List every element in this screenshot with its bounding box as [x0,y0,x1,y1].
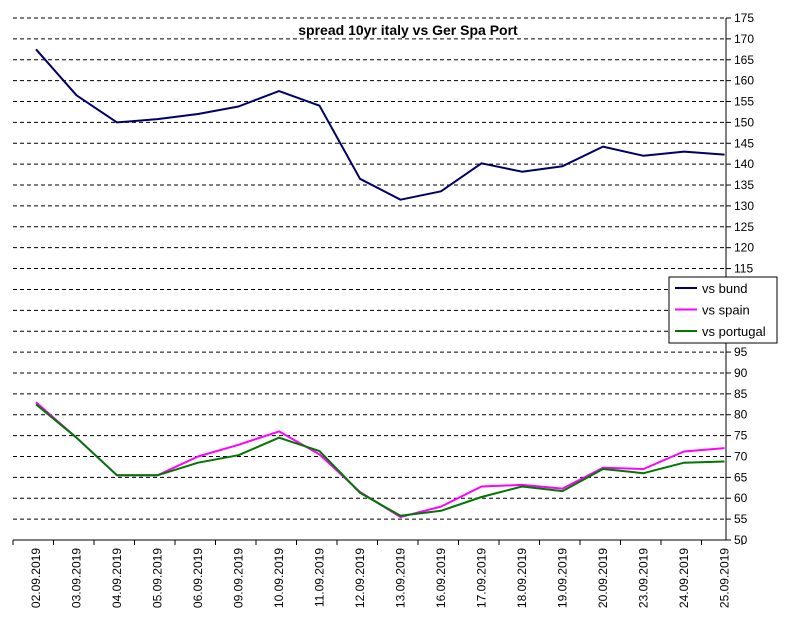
x-tick-label: 03.09.2019 [70,548,84,608]
y-tick-label: 140 [734,157,754,171]
x-tick-label: 16.09.2019 [434,548,448,608]
series-line-vs-bund [35,48,725,201]
chart-title: spread 10yr italy vs Ger Spa Port [298,22,518,38]
x-tick-label: 04.09.2019 [110,548,124,608]
y-tick-label: 135 [734,178,754,192]
y-tick-label: 115 [734,262,753,276]
y-tick-label: 70 [734,449,748,463]
y-tick-label: 125 [734,220,754,234]
series-lines [35,48,725,518]
y-tick-label: 130 [734,199,754,213]
axes: 5055606570758085909510010511011512012513… [12,11,754,608]
x-tick-label: 11.09.2019 [313,548,327,607]
x-tick-label: 18.09.2019 [515,548,529,608]
legend-label: vs bund [702,281,748,296]
x-tick-label: 23.09.2019 [637,548,651,608]
y-tick-label: 60 [734,491,748,505]
x-tick-label: 20.09.2019 [596,548,610,608]
y-tick-label: 175 [734,11,754,25]
y-tick-label: 85 [734,387,748,401]
y-tick-label: 75 [734,429,748,443]
y-tick-label: 150 [734,115,754,129]
x-tick-label: 13.09.2019 [394,548,408,608]
x-tick-label: 10.09.2019 [272,548,286,608]
y-tick-label: 50 [734,533,748,547]
y-tick-label: 95 [734,345,748,359]
y-tick-label: 55 [734,512,748,526]
x-tick-label: 06.09.2019 [191,548,205,608]
x-tick-label: 19.09.2019 [556,548,570,608]
y-tick-label: 120 [734,241,754,255]
x-tick-label: 17.09.2019 [475,548,489,608]
y-tick-label: 65 [734,470,748,484]
series-line-vs-portugal [35,403,725,517]
y-tick-label: 90 [734,366,748,380]
x-tick-label: 25.09.2019 [718,548,732,608]
y-tick-label: 170 [734,32,754,46]
legend-label: vs spain [702,303,750,318]
y-tick-label: 155 [734,95,754,109]
y-tick-label: 80 [734,408,748,422]
x-tick-label: 09.09.2019 [232,548,246,608]
legend: vs bund vs spain vs portugal [668,276,778,344]
x-tick-label: 24.09.2019 [677,548,691,608]
y-tick-label: 145 [734,136,754,150]
x-tick-label: 02.09.2019 [29,548,43,608]
y-tick-label: 160 [734,74,754,88]
legend-label: vs portugal [702,324,766,339]
x-tick-label: 05.09.2019 [151,548,165,608]
x-tick-label: 12.09.2019 [353,548,367,608]
y-tick-label: 165 [734,53,754,67]
